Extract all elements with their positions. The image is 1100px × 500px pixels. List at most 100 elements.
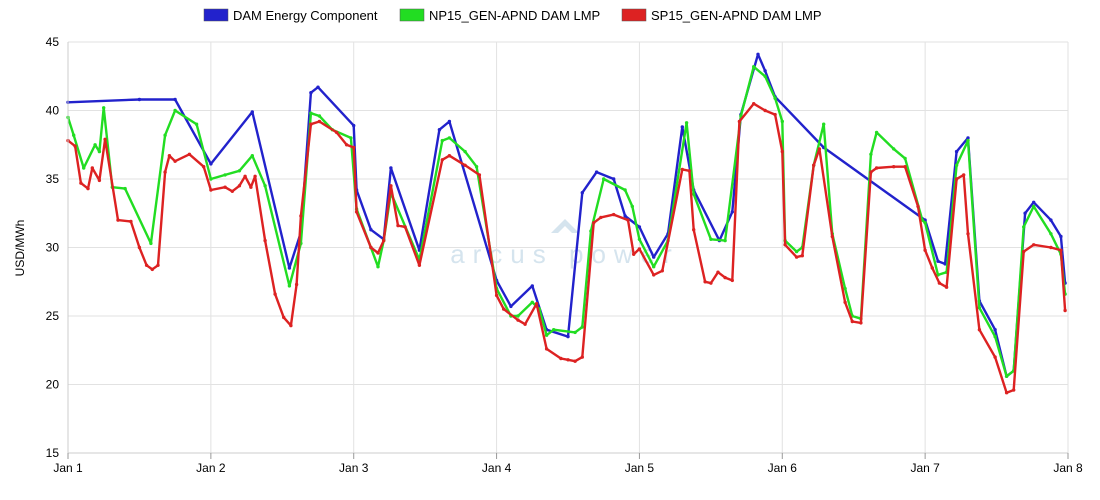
series-3-point[interactable] xyxy=(850,319,854,324)
series-1-point[interactable] xyxy=(594,170,599,174)
series-1-point[interactable] xyxy=(1032,200,1036,204)
series-3-point[interactable] xyxy=(962,173,966,177)
series-3-point[interactable] xyxy=(1063,308,1067,313)
series-3-point[interactable] xyxy=(626,218,630,222)
series-2-point[interactable] xyxy=(752,65,756,69)
series-2-point[interactable] xyxy=(630,204,634,209)
series-2-point[interactable] xyxy=(149,241,153,246)
series-3-point[interactable] xyxy=(612,212,616,217)
series-3-point[interactable] xyxy=(403,225,407,229)
series-2-point[interactable] xyxy=(580,325,584,329)
series-3-point[interactable] xyxy=(1012,388,1016,392)
series-2-point[interactable] xyxy=(72,133,76,137)
series-1-point[interactable] xyxy=(623,214,627,218)
series-3-point[interactable] xyxy=(730,278,734,283)
series-3-point[interactable] xyxy=(187,152,192,156)
series-3-point[interactable] xyxy=(692,228,696,232)
series-3-point[interactable] xyxy=(993,355,997,359)
series-2-point[interactable] xyxy=(892,147,896,151)
series-2-point[interactable] xyxy=(843,286,847,291)
series-3-point[interactable] xyxy=(417,263,422,267)
series-3-point[interactable] xyxy=(580,355,584,359)
series-3-point[interactable] xyxy=(137,245,142,250)
series-1-point[interactable] xyxy=(369,228,373,232)
series-3-point[interactable] xyxy=(289,323,293,328)
series-1-point[interactable] xyxy=(580,191,584,195)
series-2-point[interactable] xyxy=(530,300,534,304)
series-3-point[interactable] xyxy=(163,170,167,174)
series-3-point[interactable] xyxy=(903,165,907,169)
series-3-point[interactable] xyxy=(763,108,767,113)
series-3-point[interactable] xyxy=(129,219,133,224)
series-3-point[interactable] xyxy=(230,189,234,193)
series-3-point[interactable] xyxy=(599,215,603,220)
series-3-point[interactable] xyxy=(737,119,742,124)
series-2-point[interactable] xyxy=(822,122,826,126)
series-1-point[interactable] xyxy=(936,259,940,263)
series-1-point[interactable] xyxy=(966,136,970,140)
series-3-point[interactable] xyxy=(463,163,467,167)
series-3-point[interactable] xyxy=(1022,249,1026,254)
series-2-point[interactable] xyxy=(602,177,606,181)
series-2-point[interactable] xyxy=(349,136,353,140)
series-2-point[interactable] xyxy=(376,265,380,269)
series-3-point[interactable] xyxy=(90,166,95,170)
series-2-point[interactable] xyxy=(1032,204,1036,209)
series-3-point[interactable] xyxy=(687,169,692,173)
series-1-point[interactable] xyxy=(993,328,997,332)
series-1-point[interactable] xyxy=(954,149,959,154)
series-3-point[interactable] xyxy=(1059,248,1063,252)
series-3-point[interactable] xyxy=(344,143,349,147)
series-3-point[interactable] xyxy=(282,315,286,320)
series-3-point[interactable] xyxy=(150,267,154,272)
series-3-point[interactable] xyxy=(167,154,172,158)
series-3-point[interactable] xyxy=(566,358,570,362)
series-3-point[interactable] xyxy=(273,292,277,296)
series-1-point[interactable] xyxy=(1023,211,1027,215)
series-3-point[interactable] xyxy=(1004,391,1009,395)
series-1-point[interactable] xyxy=(612,177,616,181)
series-3-point[interactable] xyxy=(79,181,83,185)
series-2-point[interactable] xyxy=(447,136,452,140)
series-3-point[interactable] xyxy=(916,204,920,209)
series-3-point[interactable] xyxy=(223,185,227,189)
series-1-point[interactable] xyxy=(1059,234,1063,239)
series-2-point[interactable] xyxy=(794,249,799,254)
series-1-point[interactable] xyxy=(173,97,177,102)
series-1-point[interactable] xyxy=(509,304,513,309)
legend-swatch[interactable] xyxy=(399,8,425,22)
series-1-point[interactable] xyxy=(652,255,656,259)
series-3-point[interactable] xyxy=(716,270,720,274)
series-2-point[interactable] xyxy=(1049,232,1053,236)
series-2-point[interactable] xyxy=(652,265,656,269)
series-3-point[interactable] xyxy=(544,347,549,351)
series-3-point[interactable] xyxy=(263,238,267,243)
series-3-point[interactable] xyxy=(376,251,380,255)
series-3-point[interactable] xyxy=(573,359,577,363)
series-2-point[interactable] xyxy=(287,284,292,288)
series-1-point[interactable] xyxy=(637,225,642,229)
series-3-point[interactable] xyxy=(534,302,539,306)
series-3-point[interactable] xyxy=(494,293,499,298)
series-2-point[interactable] xyxy=(709,237,713,241)
legend-swatch[interactable] xyxy=(621,8,647,22)
series-2-point[interactable] xyxy=(93,143,97,147)
series-3-point[interactable] xyxy=(843,300,847,304)
series-2-point[interactable] xyxy=(209,177,213,181)
series-2-point[interactable] xyxy=(954,163,959,167)
series-2-point[interactable] xyxy=(573,330,577,335)
series-2-point[interactable] xyxy=(463,149,467,154)
series-3-point[interactable] xyxy=(144,263,149,267)
series-2-point[interactable] xyxy=(903,156,907,161)
series-3-point[interactable] xyxy=(477,173,482,177)
series-2-point[interactable] xyxy=(780,119,784,124)
legend-label[interactable]: NP15_GEN-APND DAM LMP xyxy=(429,8,600,23)
series-2-point[interactable] xyxy=(869,152,873,156)
series-2-point[interactable] xyxy=(623,188,627,192)
series-3-point[interactable] xyxy=(559,356,563,361)
series-1-point[interactable] xyxy=(530,284,534,288)
series-1-point[interactable] xyxy=(352,123,356,128)
series-2-point[interactable] xyxy=(923,221,927,225)
series-3-point[interactable] xyxy=(502,307,506,311)
series-3-point[interactable] xyxy=(156,263,160,267)
